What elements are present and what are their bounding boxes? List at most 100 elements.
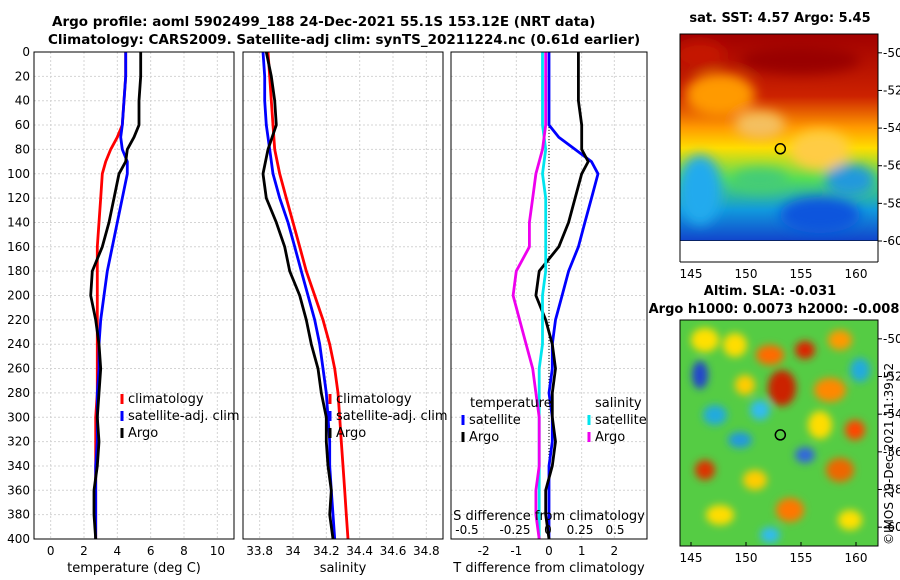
map-ytick-label: -50 <box>883 46 900 60</box>
profile-panel-1: 0 2 4 6 8 10020406080100120140160180200220240… <box>7 45 240 576</box>
xtick-label: 1 <box>578 544 586 558</box>
map-ytick-label: -50 <box>883 332 900 346</box>
series-line-satellite-adj-clim <box>94 52 129 539</box>
ytick-label: 300 <box>7 410 30 424</box>
ytick-label: 100 <box>7 167 30 181</box>
ytick-label: 360 <box>7 483 30 497</box>
map-ytick-label: -58 <box>883 196 900 210</box>
xtick-label: 6 <box>147 544 155 558</box>
ytick-label: 180 <box>7 264 30 278</box>
sst-title: sat. SST: 4.57 Argo: 5.45 <box>689 11 870 26</box>
map-xtick-label: 160 <box>845 267 868 281</box>
sst-xticks: 145 150 155 160 <box>679 241 879 281</box>
map-ytick-label: -60 <box>883 520 900 534</box>
map-ytick-label: -56 <box>883 159 900 173</box>
map-ytick-label: -58 <box>883 483 900 497</box>
ytick-label: 280 <box>7 386 30 400</box>
xaxis-label: T difference from climatology <box>452 561 645 576</box>
ytick-label: 220 <box>7 313 30 327</box>
ytick-label: 40 <box>15 94 30 108</box>
legend-label: temperature <box>470 396 552 411</box>
legend-label: salinity <box>595 396 642 411</box>
legend-label: satellite <box>469 413 521 428</box>
sst-argo-marker <box>774 143 787 155</box>
top-xtick-label: -0.25 <box>499 523 530 537</box>
sst-axis-gap <box>680 241 878 262</box>
sst-yticks: -50 -52 -54 -56 -58 -60 <box>878 46 900 248</box>
title-line-2: Climatology: CARS2009. Satellite-adj cli… <box>48 32 641 48</box>
sla-subtitle: Argo h1000: 0.0073 h2000: -0.008 <box>649 302 900 317</box>
ytick-label: 400 <box>7 532 30 546</box>
top-xtick-label: -0.5 <box>455 523 478 537</box>
top-xtick-label: 0 <box>544 523 552 537</box>
series-line-t-satellite <box>547 52 600 539</box>
sla-map: Altim. SLA: -0.031 Argo h1000: 0.0073 h2… <box>649 284 900 565</box>
ytick-label: 120 <box>7 191 30 205</box>
sla-title: Altim. SLA: -0.031 <box>704 284 836 299</box>
legend-label: climatology <box>128 392 204 407</box>
sst-map: sat. SST: 4.57 Argo: 5.45 -50 -52 -54 -56 -5… <box>679 11 900 281</box>
profile-panel-3: -2 -1 0 1 2 T difference from climatology S di… <box>450 51 648 576</box>
map-xtick-label: 155 <box>790 551 813 565</box>
xtick-label: 8 <box>180 544 188 558</box>
watermark: ©IMOS 29-Dec-2021 11:39:52 <box>882 362 896 545</box>
sla-yticks: -50 -52 -54 -56 -58 -60 <box>878 332 900 534</box>
ytick-label: 80 <box>15 142 30 156</box>
map-xtick-label: 160 <box>845 551 868 565</box>
series-line-t-argo <box>534 52 590 540</box>
legend-label: satellite-adj. clim <box>336 409 448 424</box>
map-ytick-label: -56 <box>883 445 900 459</box>
profile-panel-2: 33.8 34 34.2 34.4 34.6 34.8 salinity climatolog… <box>242 51 448 576</box>
xtick-label: 34.4 <box>346 544 373 558</box>
map-ytick-label: -54 <box>883 121 900 135</box>
legend-label: Argo <box>336 426 366 441</box>
ytick-label: 20 <box>15 69 30 83</box>
legend-label: Argo <box>595 430 625 445</box>
xtick-label: 33.8 <box>246 544 273 558</box>
ytick-label: 140 <box>7 215 30 229</box>
series-line-argo <box>89 52 143 540</box>
top-xtick-label: 0.25 <box>567 523 594 537</box>
map-xtick-label: 145 <box>680 551 703 565</box>
sla-xticks: 145 150 155 160 <box>680 542 868 565</box>
xtick-label: -1 <box>510 544 522 558</box>
title-line-1: Argo profile: aoml 5902499_188 24-Dec-20… <box>52 14 596 30</box>
xtick-label: 2 <box>611 544 619 558</box>
xtick-label: 4 <box>114 544 122 558</box>
xtick-label: 2 <box>80 544 88 558</box>
ytick-label: 320 <box>7 435 30 449</box>
xtick-label: -2 <box>478 544 490 558</box>
legend-label: Argo <box>128 426 158 441</box>
series-line-s-argo <box>511 52 548 540</box>
ytick-label: 380 <box>7 508 30 522</box>
xtick-label: 10 <box>210 544 225 558</box>
xtick-label: 0 <box>545 544 553 558</box>
ytick-label: 160 <box>7 240 30 254</box>
xtick-label: 34.2 <box>313 544 340 558</box>
map-xtick-label: 155 <box>790 267 813 281</box>
series-line-satellite-adj-clim <box>261 51 337 540</box>
map-xtick-label: 145 <box>680 267 703 281</box>
map-ytick-label: -52 <box>883 370 900 384</box>
ytick-label: 0 <box>22 45 30 59</box>
ytick-label: 200 <box>7 289 30 303</box>
axes-frame <box>450 51 648 540</box>
ytick-label: 260 <box>7 362 30 376</box>
xtick-label: 34.6 <box>380 544 407 558</box>
series-line-argo <box>261 51 335 540</box>
ytick-label: 340 <box>7 459 30 473</box>
ytick-label: 240 <box>7 337 30 351</box>
xaxis-label: temperature (deg C) <box>67 561 201 576</box>
legend-label: satellite-adj. clim <box>128 409 240 424</box>
map-xtick-label: 150 <box>735 267 758 281</box>
xtick-label: 0 <box>47 544 55 558</box>
ytick-label: 60 <box>15 118 30 132</box>
map-ytick-label: -52 <box>883 83 900 97</box>
axes-frame <box>242 51 444 540</box>
legend-label: satellite <box>595 413 647 428</box>
legend-label: climatology <box>336 392 412 407</box>
axes-frame <box>33 51 235 540</box>
map-xtick-label: 150 <box>735 551 758 565</box>
